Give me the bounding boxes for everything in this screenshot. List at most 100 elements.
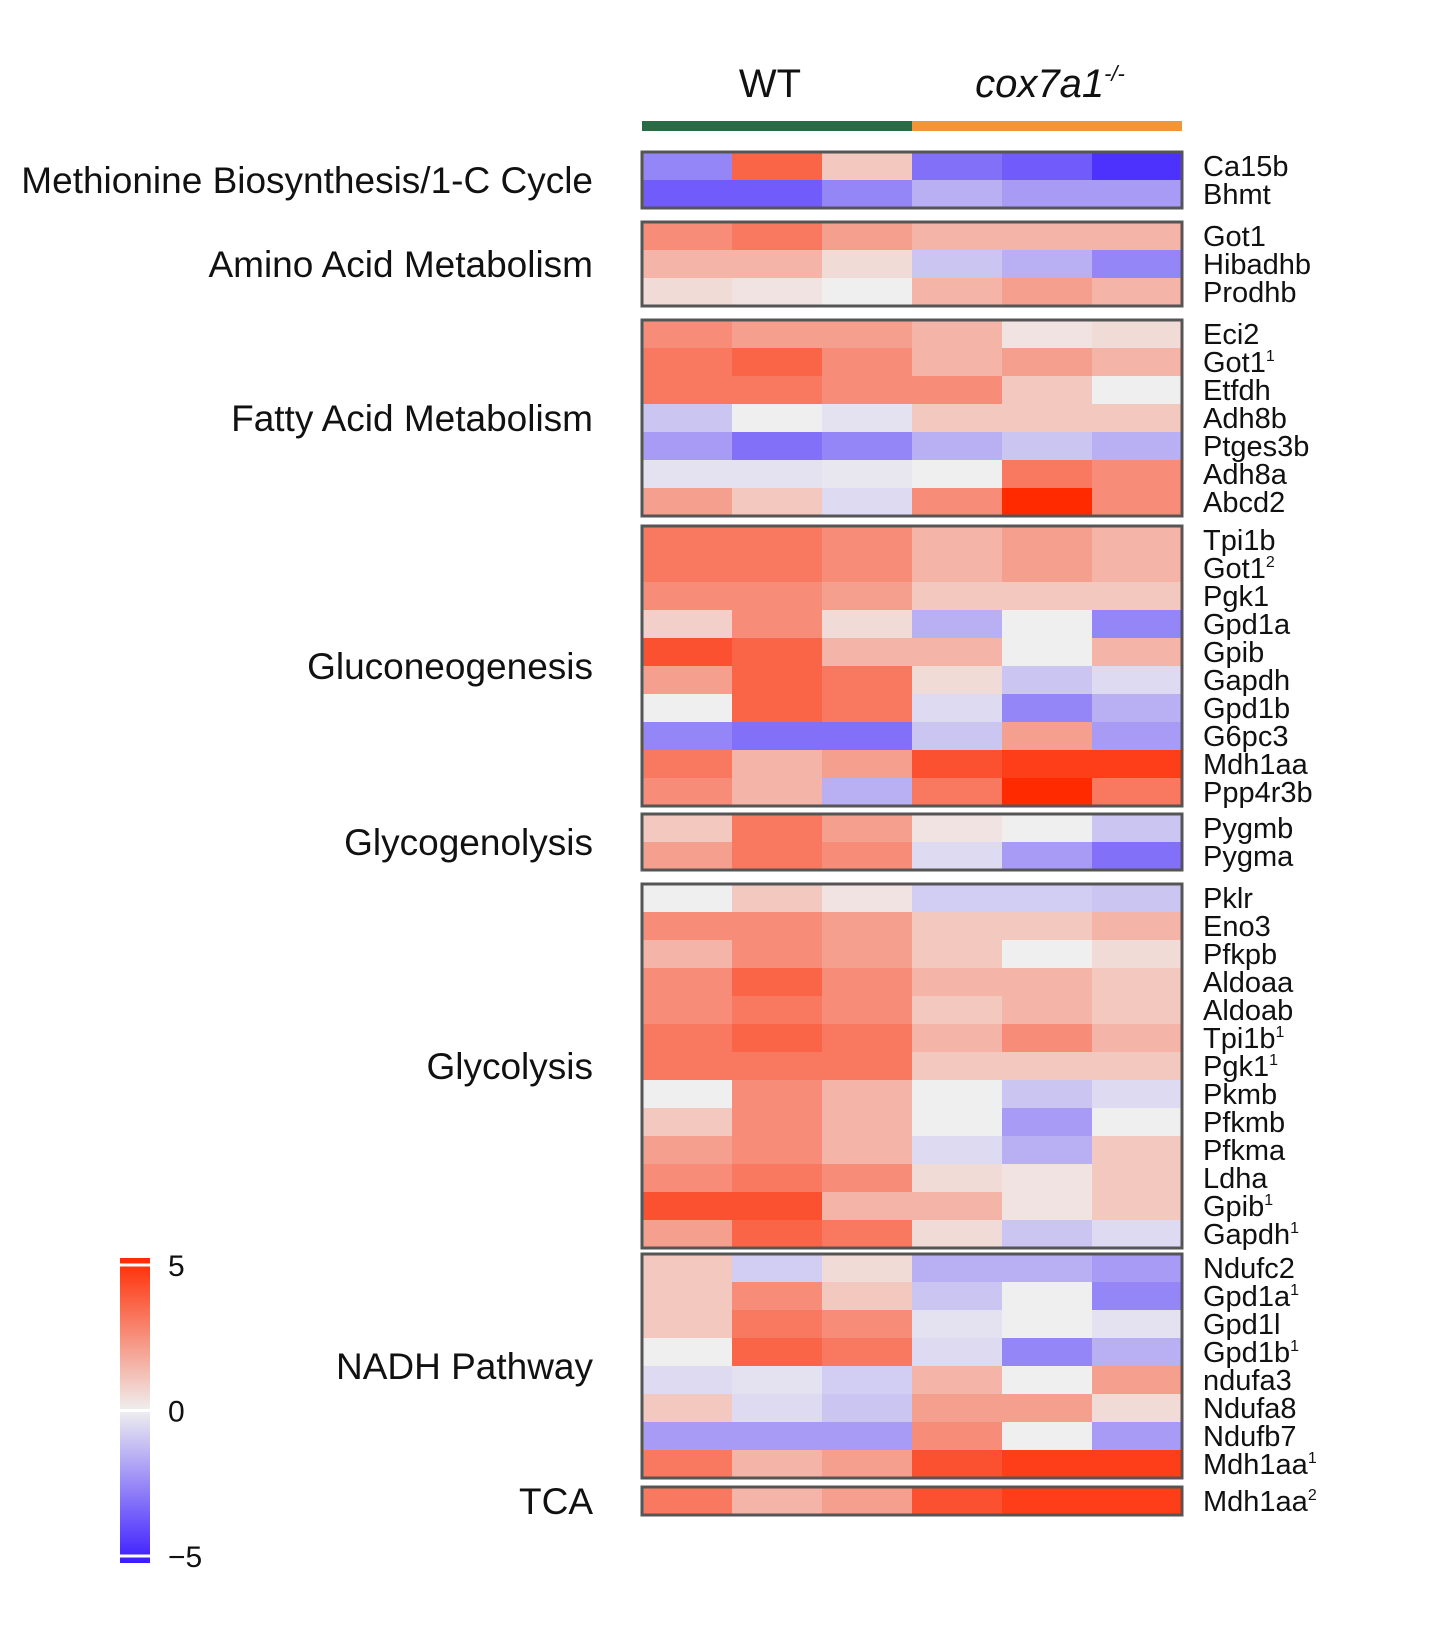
gene-name: Gpd1a — [1203, 609, 1291, 641]
gene-label: Mdh1aa2 — [1203, 1486, 1317, 1518]
heat-cell — [912, 1422, 1003, 1451]
heat-cell — [1092, 968, 1183, 997]
heat-cell — [912, 180, 1003, 209]
section-border — [640, 318, 1184, 518]
heat-cell — [822, 778, 913, 807]
heat-cell — [912, 404, 1003, 433]
heat-cell — [1002, 1338, 1093, 1367]
gene-name: Gpib — [1203, 1191, 1264, 1223]
heat-cell — [822, 1136, 913, 1165]
heat-cell — [1002, 1450, 1093, 1479]
heat-cell — [642, 250, 733, 279]
group-bar-0 — [642, 121, 912, 131]
heat-cell — [1002, 222, 1093, 251]
heat-cell — [822, 1450, 913, 1479]
heat-cell — [912, 610, 1003, 639]
heat-cell — [1092, 1338, 1183, 1367]
heat-cell — [822, 814, 913, 843]
heat-cell — [642, 940, 733, 969]
heat-cell — [912, 722, 1003, 751]
section-border — [640, 1252, 1184, 1480]
color-scale-tick-label: −5 — [168, 1541, 202, 1574]
gene-name: Aldoaa — [1203, 967, 1294, 999]
section-3: Tpi1bGot12Pgk1Gpd1aGpibGapdhGpd1bG6pc3Md… — [307, 524, 1313, 809]
heat-cell — [642, 1164, 733, 1193]
heat-cell — [732, 1450, 823, 1479]
heat-cell — [822, 404, 913, 433]
heat-cell — [1002, 996, 1093, 1025]
group-label-1: cox7a1-/- — [975, 61, 1125, 106]
heat-cell — [642, 404, 733, 433]
heat-cell — [642, 666, 733, 695]
heat-cell — [1092, 1220, 1183, 1249]
heat-cell — [912, 1220, 1003, 1249]
heat-cell — [732, 1487, 823, 1516]
heat-cell — [1002, 180, 1093, 209]
heat-cell — [732, 404, 823, 433]
heat-cell — [1092, 814, 1183, 843]
heat-cell — [732, 526, 823, 555]
heat-cell — [1002, 968, 1093, 997]
heat-cell — [822, 1052, 913, 1081]
gene-name: Hibadhb — [1203, 249, 1311, 281]
heat-cell — [732, 250, 823, 279]
heat-cell — [822, 250, 913, 279]
section-border — [640, 882, 1184, 1250]
heat-cell — [912, 694, 1003, 723]
heat-cell — [912, 152, 1003, 181]
gene-superscript: 1 — [1290, 1338, 1299, 1355]
heat-cell — [1092, 152, 1183, 181]
heat-cell — [822, 1024, 913, 1053]
heat-cell — [912, 1450, 1003, 1479]
heat-cell — [822, 1310, 913, 1339]
heat-cell — [732, 1108, 823, 1137]
heat-cell — [912, 1282, 1003, 1311]
heat-cell — [822, 488, 913, 517]
heat-cell — [912, 1338, 1003, 1367]
gene-name: Adh8b — [1203, 403, 1287, 435]
section-border — [640, 220, 1184, 308]
gene-label: Mdh1aa — [1203, 749, 1309, 781]
heat-cell — [1002, 278, 1093, 307]
gene-label: Pkmb — [1203, 1079, 1277, 1111]
heat-cell — [1002, 250, 1093, 279]
heat-cell — [912, 432, 1003, 461]
gene-name: Ldha — [1203, 1163, 1268, 1195]
gene-label: Gapdh1 — [1203, 1219, 1299, 1251]
gene-label: Aldoaa — [1203, 967, 1294, 999]
color-scale-tick-label: 5 — [168, 1250, 185, 1283]
heat-cell — [912, 778, 1003, 807]
heat-cell — [822, 1282, 913, 1311]
heat-cell — [822, 1338, 913, 1367]
gene-label: Gpd1b1 — [1203, 1337, 1299, 1369]
heat-cell — [912, 912, 1003, 941]
heat-cell — [1002, 1192, 1093, 1221]
heat-cell — [732, 638, 823, 667]
heat-cell — [822, 320, 913, 349]
heat-cell — [642, 638, 733, 667]
heat-cell — [732, 1164, 823, 1193]
gene-name: Tpi1b — [1203, 525, 1276, 557]
heat-cell — [912, 940, 1003, 969]
heat-cell — [732, 912, 823, 941]
heat-cell — [1002, 666, 1093, 695]
heat-cell — [732, 432, 823, 461]
gene-label: Pgk1 — [1203, 581, 1269, 613]
heat-cell — [1092, 582, 1183, 611]
gene-label: Tpi1b1 — [1203, 1023, 1285, 1055]
heat-cell — [822, 912, 913, 941]
heat-cell — [912, 1052, 1003, 1081]
pathway-label: NADH Pathway — [336, 1346, 594, 1387]
heat-cell — [1002, 488, 1093, 517]
heat-cell — [1092, 1450, 1183, 1479]
heat-cell — [1002, 1136, 1093, 1165]
heat-cell — [912, 320, 1003, 349]
heat-cell — [1002, 694, 1093, 723]
heat-cell — [732, 694, 823, 723]
gene-name: Ptges3b — [1203, 431, 1309, 463]
gene-name: Ndufa8 — [1203, 1393, 1297, 1425]
gene-label: Gpd1a1 — [1203, 1281, 1299, 1313]
heat-cell — [732, 582, 823, 611]
gene-name: Gpd1b — [1203, 1337, 1290, 1369]
gene-name: Gpib — [1203, 637, 1264, 669]
